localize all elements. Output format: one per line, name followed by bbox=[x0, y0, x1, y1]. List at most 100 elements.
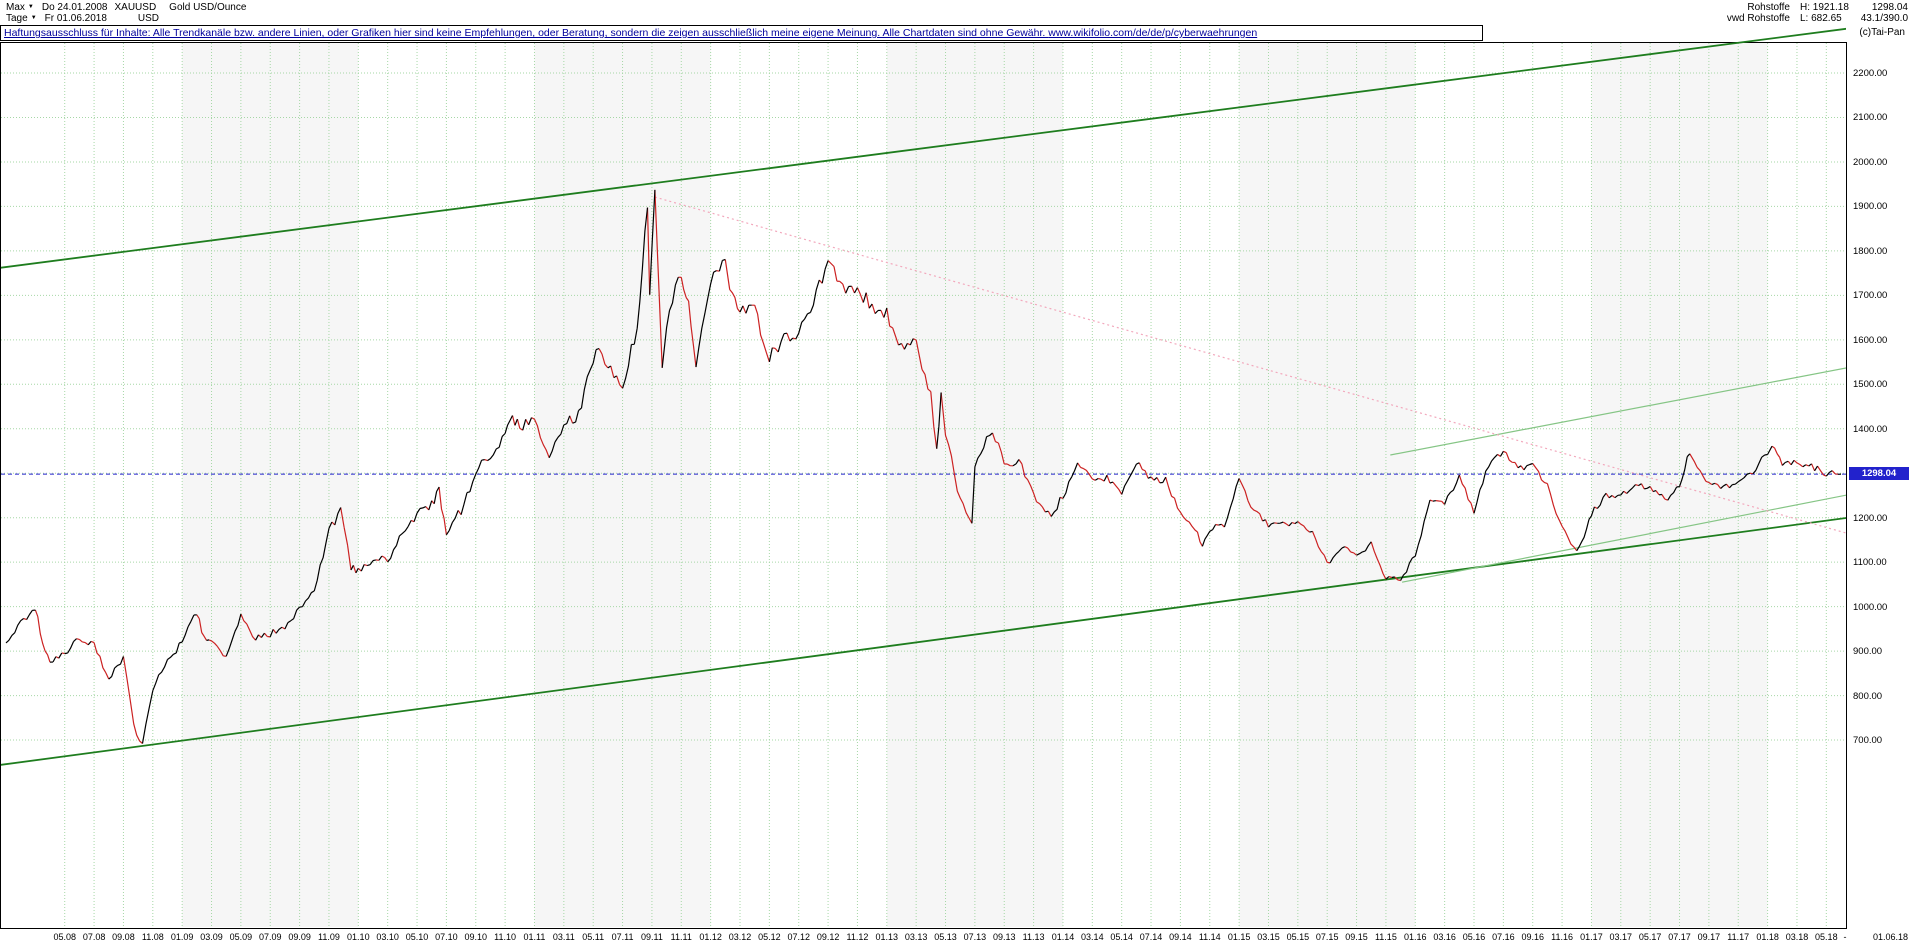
range-label: Max bbox=[6, 2, 25, 13]
x-axis-label: 09.11 bbox=[640, 932, 663, 942]
x-axis: - 01.06.18 05.08 07.08 09.08 11.08 01.09 03.0… bbox=[0, 932, 1912, 948]
x-axis-label: 05.18 bbox=[1815, 932, 1838, 942]
x-axis-label: 11.16 bbox=[1551, 932, 1573, 942]
x-axis-label: 09.17 bbox=[1697, 932, 1721, 942]
x-axis-label: 05.15 bbox=[1286, 932, 1310, 942]
category-label: Rohstoffe bbox=[1747, 2, 1790, 13]
x-axis-label: 03.17 bbox=[1609, 932, 1633, 942]
x-axis-label: 03.10 bbox=[376, 932, 399, 942]
x-axis-label: 01.17 bbox=[1580, 932, 1603, 942]
x-axis-label: 07.14 bbox=[1139, 932, 1163, 942]
x-axis-label: 07.09 bbox=[258, 932, 282, 942]
x-axis-label: 05.09 bbox=[229, 932, 253, 942]
disclaimer-link[interactable]: www.wikifolio.com/de/de/p/cyberwaehrunge… bbox=[1048, 27, 1258, 39]
x-axis-label: 11.11 bbox=[670, 932, 692, 942]
y-axis-label: 2000.00 bbox=[1853, 156, 1888, 168]
x-axis-label: 01.10 bbox=[347, 932, 370, 942]
x-axis-label: 11.14 bbox=[1198, 932, 1221, 942]
y-axis-label: 1600.00 bbox=[1853, 334, 1888, 346]
x-axis-label: 09.15 bbox=[1345, 932, 1368, 942]
x-axis-label: 09.14 bbox=[1169, 932, 1192, 942]
x-axis-label: 09.08 bbox=[112, 932, 135, 942]
y-axis-label: 2200.00 bbox=[1853, 68, 1888, 79]
x-axis-label: 05.11 bbox=[582, 932, 605, 942]
x-axis-label: 03.15 bbox=[1257, 932, 1280, 942]
x-axis-label: 05.13 bbox=[934, 932, 957, 942]
x-axis-label: 01.12 bbox=[699, 932, 722, 942]
x-axis-label: 01.15 bbox=[1227, 932, 1251, 942]
y-axis-label: 1200.00 bbox=[1853, 512, 1888, 524]
x-axis-label: 03.16 bbox=[1433, 932, 1456, 942]
y-axis-label: 1500.00 bbox=[1853, 379, 1888, 391]
instrument-name: Gold USD/Ounce bbox=[169, 2, 247, 13]
x-axis-label: 01.14 bbox=[1051, 932, 1075, 942]
x-axis-label: 05.14 bbox=[1110, 932, 1133, 942]
low-value: L: 682.65 bbox=[1800, 13, 1842, 24]
high-value: H: 1921.18 bbox=[1800, 2, 1849, 13]
end-date: Fr 01.06.2018 bbox=[44, 13, 107, 24]
currency-label: USD bbox=[137, 13, 160, 24]
symbol: XAUUSD bbox=[114, 2, 157, 13]
x-axis-label: 07.16 bbox=[1492, 932, 1515, 942]
x-axis-label: 05.08 bbox=[53, 932, 76, 942]
y-axis-label: 1800.00 bbox=[1853, 245, 1888, 257]
x-axis-label: 01.11 bbox=[523, 932, 546, 942]
disclaimer-text: Haftungsausschluss für Inhalte: Alle Tre… bbox=[4, 27, 1049, 39]
y-axis-label: 900.00 bbox=[1853, 646, 1883, 658]
x-axis-label: 09.13 bbox=[992, 932, 1016, 942]
x-axis-label: 09.09 bbox=[288, 932, 311, 942]
x-axis-label: 07.15 bbox=[1315, 932, 1339, 942]
x-axis-label: 01.09 bbox=[170, 932, 194, 942]
x-axis-label: 09.12 bbox=[816, 932, 840, 942]
range-dropdown[interactable]: Max ▼ bbox=[6, 2, 34, 13]
header-row-1: Max ▼ Do 24.01.2008 XAUUSD Gold USD/Ounc… bbox=[6, 2, 253, 13]
y-axis-label: 1100.00 bbox=[1853, 557, 1887, 569]
chevron-down-icon: ▼ bbox=[30, 15, 37, 21]
y-axis-label: 1900.00 bbox=[1853, 201, 1888, 213]
y-axis-label: 1700.00 bbox=[1853, 290, 1888, 302]
x-axis-label: 11.13 bbox=[1022, 932, 1045, 942]
x-axis-label: 11.09 bbox=[318, 932, 340, 942]
x-axis-label: 07.12 bbox=[787, 932, 810, 942]
x-axis-label: 09.10 bbox=[464, 932, 488, 942]
y-axis-label: 1000.00 bbox=[1853, 601, 1888, 613]
start-date: Do 24.01.2008 bbox=[41, 2, 108, 13]
x-axis-label: 11.12 bbox=[846, 932, 869, 942]
header-row-2: Tage ▼ Fr 01.06.2018 USD bbox=[6, 13, 166, 24]
x-axis-label: 03.14 bbox=[1081, 932, 1104, 942]
chevron-down-icon: ▼ bbox=[27, 4, 34, 10]
y-axis-label: 800.00 bbox=[1853, 690, 1883, 702]
x-axis-label: 01.16 bbox=[1404, 932, 1427, 942]
x-axis-label: 03.09 bbox=[200, 932, 223, 942]
x-axis-label: 05.17 bbox=[1638, 932, 1662, 942]
y-axis: 2200.00 2100.00 2000.00 1900.00 1800.00 1700.… bbox=[1853, 0, 1912, 952]
x-axis-label: 01.13 bbox=[875, 932, 899, 942]
disclaimer-box: Haftungsausschluss für Inhalte: Alle Tre… bbox=[0, 25, 1483, 41]
x-axis-label: 01.18 bbox=[1756, 932, 1779, 942]
x-axis-label: 03.18 bbox=[1785, 932, 1809, 942]
x-axis-label: 07.13 bbox=[963, 932, 987, 942]
period-label: Tage bbox=[6, 13, 28, 24]
x-axis-label: 05.10 bbox=[405, 932, 429, 942]
y-axis-label: 1400.00 bbox=[1853, 423, 1888, 435]
provider-label: vwd Rohstoffe bbox=[1726, 13, 1790, 24]
period-dropdown[interactable]: Tage ▼ bbox=[6, 13, 37, 24]
x-axis-label: 11.10 bbox=[494, 932, 517, 942]
x-axis-label: 11.08 bbox=[141, 932, 164, 942]
x-axis-label: 05.12 bbox=[758, 932, 781, 942]
y-axis-label: 700.00 bbox=[1853, 735, 1883, 747]
x-axis-label: 05.16 bbox=[1462, 932, 1486, 942]
x-axis-label: 07.08 bbox=[82, 932, 106, 942]
x-axis-label: 09.16 bbox=[1521, 932, 1544, 942]
y-axis-label: 2100.00 bbox=[1853, 112, 1888, 124]
x-axis-label: 07.11 bbox=[611, 932, 634, 942]
copyright-label: (c)Tai-Pan bbox=[1859, 27, 1905, 38]
x-axis-label: 03.13 bbox=[904, 932, 928, 942]
x-axis-label: 11.15 bbox=[1374, 932, 1397, 942]
x-axis-tail-dash: - bbox=[1843, 932, 1847, 942]
x-axis-label: 03.12 bbox=[728, 932, 752, 942]
x-axis-label: 07.17 bbox=[1668, 932, 1691, 942]
x-axis-label: 11.17 bbox=[1727, 932, 1750, 942]
